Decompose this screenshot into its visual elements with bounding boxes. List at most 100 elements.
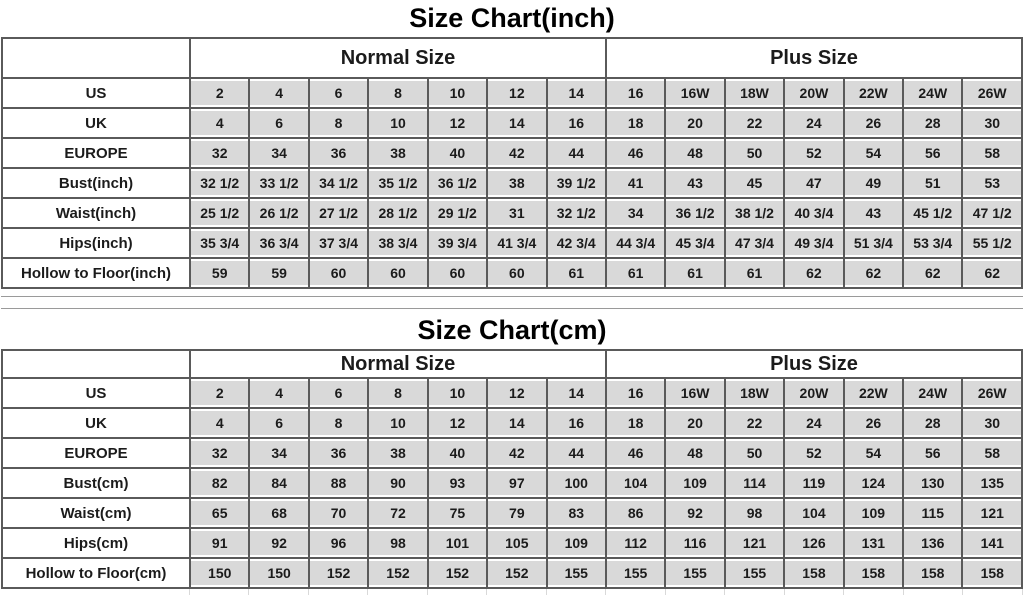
- table-row-hollow-to-floor-inch-: Hollow to Floor(inch) 59 59 60 60 60 60 61 61 61 6…: [1, 257, 1023, 289]
- size-cell: 12: [486, 377, 548, 409]
- size-cell: 39 3/4: [426, 227, 489, 259]
- size-cell: 150: [248, 557, 310, 589]
- corner-cell: [1, 37, 191, 79]
- size-cell: 10: [426, 377, 489, 409]
- size-cell: 53 3/4: [902, 227, 964, 259]
- size-cell: 104: [604, 467, 667, 499]
- table-row-hips-inch-: Hips(inch) 35 3/4 36 3/4 37 3/4 38 3/4 39 3/4…: [1, 227, 1023, 259]
- size-cell: 26W: [961, 77, 1023, 109]
- size-cell: 8: [307, 107, 370, 139]
- size-cell: 45 3/4: [664, 227, 726, 259]
- size-cell: 6: [248, 107, 310, 139]
- size-cell: 58: [961, 137, 1023, 169]
- ghost-cell: [1, 589, 190, 595]
- size-cell: 36: [307, 437, 370, 469]
- size-cell: 59: [248, 257, 310, 289]
- size-cell: 84: [248, 467, 310, 499]
- size-cell: 158: [783, 557, 845, 589]
- size-cell: 18: [604, 107, 667, 139]
- size-cell: 34: [248, 437, 310, 469]
- size-cell: 12: [426, 407, 489, 439]
- size-cell: 4: [188, 407, 251, 439]
- size-cell: 30: [961, 407, 1023, 439]
- size-cell: 38 3/4: [367, 227, 429, 259]
- size-cell: 112: [604, 527, 667, 559]
- table-row-waist-cm-: Waist(cm) 65 68 70 72 75 79 83 86 92 98 104 109 115 12…: [1, 497, 1023, 529]
- ghost-cell: [724, 589, 785, 595]
- size-cell: 36 1/2: [664, 197, 726, 229]
- size-cell: 28: [902, 407, 964, 439]
- row-label: Waist(inch): [1, 197, 191, 229]
- size-cell: 119: [783, 467, 845, 499]
- size-cell: 38: [367, 437, 429, 469]
- table-row-bust-inch-: Bust(inch) 32 1/2 33 1/2 34 1/2 35 1/2 36 1/2…: [1, 167, 1023, 199]
- size-cell: 39 1/2: [545, 167, 607, 199]
- ghost-cell: [546, 589, 607, 595]
- group-header-normal-size: Normal Size: [189, 349, 607, 379]
- size-cell: 22: [723, 107, 786, 139]
- size-cell: 8: [307, 407, 370, 439]
- table-row-europe: EUROPE 32 34 36 38 40 42 44 46 48 50 52 54 56 58: [1, 437, 1023, 469]
- size-cell: 62: [842, 257, 905, 289]
- row-label: EUROPE: [1, 137, 191, 169]
- size-cell: 35 1/2: [367, 167, 429, 199]
- row-label: UK: [1, 107, 191, 139]
- size-cell: 34 1/2: [307, 167, 370, 199]
- size-cell: 34: [604, 197, 667, 229]
- size-cell: 92: [248, 527, 310, 559]
- size-cell: 12: [486, 77, 548, 109]
- table-row-uk: UK 4 6 8 10 12 14 16 18 20 22 24 26 28 30: [1, 107, 1023, 139]
- size-cell: 2: [188, 377, 251, 409]
- size-cell: 20: [664, 407, 726, 439]
- size-cell: 16: [545, 407, 607, 439]
- size-cell: 42: [486, 437, 548, 469]
- group-header-plus-size: Plus Size: [604, 349, 1024, 379]
- size-cell: 86: [604, 497, 667, 529]
- size-cell: 158: [902, 557, 964, 589]
- ghost-cell: [248, 589, 309, 595]
- size-cell: 20W: [783, 77, 845, 109]
- size-cell: 44: [545, 437, 607, 469]
- size-cell: 42 3/4: [545, 227, 607, 259]
- size-cell: 152: [367, 557, 429, 589]
- size-cell: 121: [723, 527, 786, 559]
- size-cell: 6: [307, 377, 370, 409]
- size-cell: 22W: [842, 77, 905, 109]
- size-cell: 52: [783, 437, 845, 469]
- size-cell: 58: [961, 437, 1023, 469]
- size-cell: 51 3/4: [842, 227, 905, 259]
- ghost-cell: [784, 589, 845, 595]
- size-cell: 14: [545, 77, 607, 109]
- size-cell: 16: [545, 107, 607, 139]
- row-label: EUROPE: [1, 437, 191, 469]
- size-cell: 126: [783, 527, 845, 559]
- size-cell: 6: [248, 407, 310, 439]
- size-cell: 36: [307, 137, 370, 169]
- size-cell: 131: [842, 527, 905, 559]
- size-cell: 72: [367, 497, 429, 529]
- size-cell: 43: [664, 167, 726, 199]
- size-cell: 152: [486, 557, 548, 589]
- size-cell: 88: [307, 467, 370, 499]
- size-chart-inch-title: Size Chart(inch): [409, 3, 615, 33]
- size-cell: 20: [664, 107, 726, 139]
- size-cell: 65: [188, 497, 251, 529]
- size-cell: 31: [486, 197, 548, 229]
- size-cell: 62: [783, 257, 845, 289]
- size-cell: 141: [961, 527, 1023, 559]
- row-label: UK: [1, 407, 191, 439]
- size-cell: 70: [307, 497, 370, 529]
- group-header-normal-size: Normal Size: [189, 37, 607, 79]
- size-cell: 121: [961, 497, 1023, 529]
- size-cell: 91: [188, 527, 251, 559]
- size-cell: 68: [248, 497, 310, 529]
- size-cell: 29 1/2: [426, 197, 489, 229]
- ghost-cell: [367, 589, 428, 595]
- between-tables-gap: Size Chart(cm): [1, 289, 1023, 349]
- size-cell: 16W: [664, 77, 726, 109]
- table-row-waist-inch-: Waist(inch) 25 1/2 26 1/2 27 1/2 28 1/2 29 1/…: [1, 197, 1023, 229]
- size-cell: 16: [604, 377, 667, 409]
- size-cell: 24: [783, 107, 845, 139]
- size-cell: 35 3/4: [188, 227, 251, 259]
- size-cell: 32: [188, 437, 251, 469]
